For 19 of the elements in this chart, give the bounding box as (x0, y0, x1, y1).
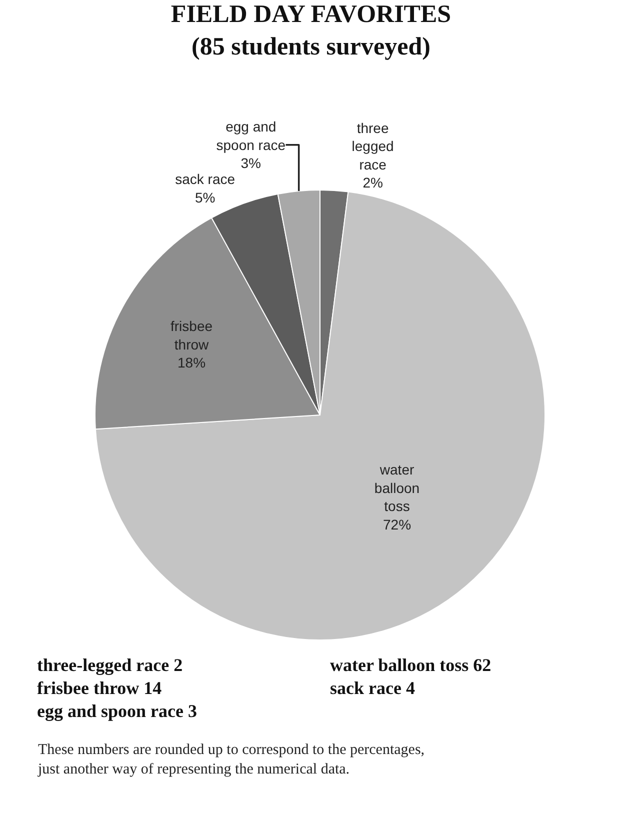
text: frisbee throw 14 (37, 678, 162, 698)
data-label: 5% (194, 189, 216, 206)
slice-label: sack race (175, 171, 236, 188)
chart-subtitle: (85 students surveyed) (192, 34, 430, 60)
pie-slice (94, 191, 546, 640)
slice-label: frisbee throw (170, 318, 213, 352)
text: egg and spoon race 3 (37, 701, 198, 721)
text: sack race 4 (330, 678, 415, 698)
data-label: 3% (240, 155, 261, 172)
data-label: 2% (362, 174, 383, 191)
slice-label: three legged race (352, 120, 394, 172)
text: water balloon toss 62 (330, 655, 492, 675)
chart-title: FIELD DAY FAVORITES (170, 1, 452, 28)
slice-label: egg and spoon race (216, 118, 286, 153)
data-label: 72% (382, 516, 412, 532)
text: three-legged race 2 (37, 655, 183, 675)
text: These numbers are rounded up to correspond to the percentages, just another way of representing the numerical data. (37, 742, 425, 778)
data-label: 18% (178, 354, 206, 371)
slice-label: water balloon toss (374, 462, 420, 514)
